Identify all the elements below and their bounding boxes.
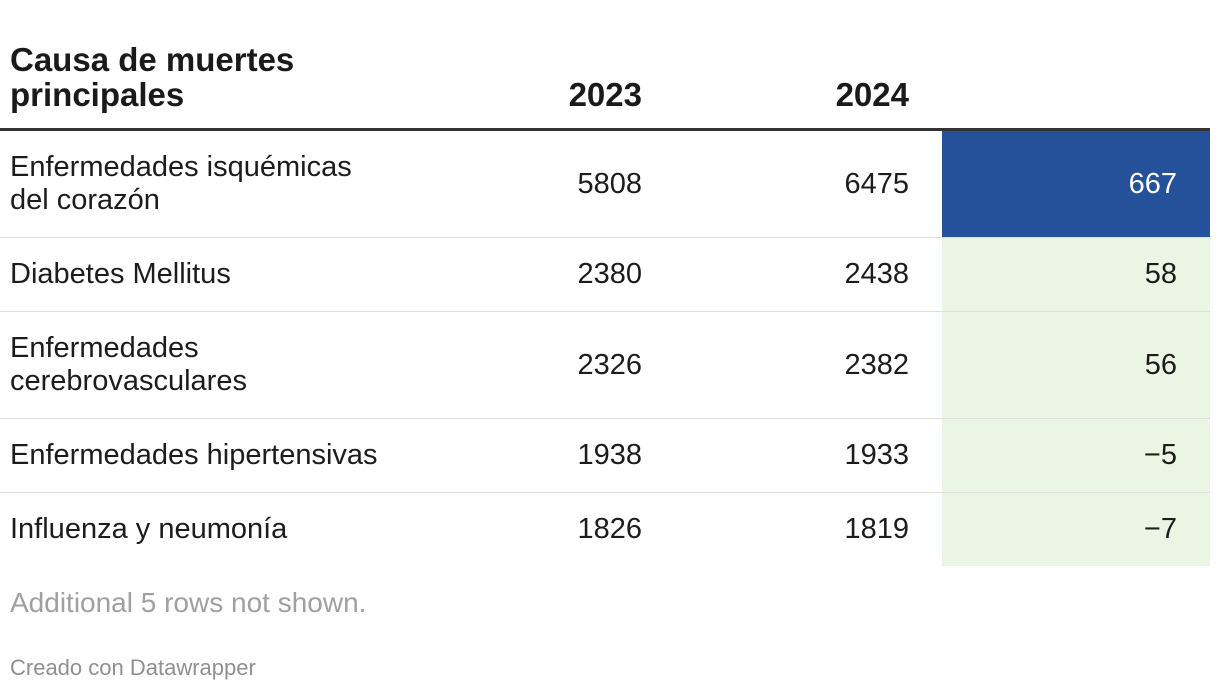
value-difference: 667: [942, 129, 1210, 238]
table-header: Causa de muertes principales 2023 2024: [0, 0, 1210, 131]
value-2024: 2382: [675, 311, 942, 419]
data-table: Causa de muertes principales 2023 2024 E…: [0, 0, 1210, 566]
value-2023: 2380: [420, 237, 675, 312]
cause-label: Enfermedades hipertensivas: [0, 418, 420, 493]
table-row: Enfermedades hipertensivas 1938 1933 −5: [0, 418, 1210, 493]
col-header-difference: [942, 0, 1210, 131]
rows-not-shown-note: Additional 5 rows not shown.: [10, 587, 367, 618]
cause-label: Influenza y neumonía: [10, 513, 288, 545]
col-header-2023: 2023: [420, 0, 675, 131]
value-difference: −5: [942, 418, 1210, 493]
table-title: Causa de muertes principales: [0, 0, 420, 131]
table-row: Enfermedades isquémicas del corazón 5808…: [0, 129, 1210, 238]
table-row: Enfermedades cerebrovasculares 2326 2382…: [0, 311, 1210, 419]
table-row: Influenza y neumonía 1826 1819 −7: [0, 492, 1210, 566]
datawrapper-attribution: Creado con Datawrapper: [10, 655, 256, 680]
value-2024: 1819: [844, 513, 909, 545]
col-header-2024: 2024: [675, 0, 942, 131]
value-2024: 1933: [675, 418, 942, 493]
value-difference: −7: [942, 492, 1210, 566]
value-difference: 58: [942, 237, 1210, 312]
value-2023: 5808: [420, 129, 675, 238]
table-chart: Causa de muertes principales 2023 2024 E…: [0, 0, 1210, 680]
value-2023: 1826: [577, 513, 642, 545]
cause-label: Enfermedades isquémicas del corazón: [0, 129, 420, 238]
cause-label: Diabetes Mellitus: [0, 237, 420, 312]
value-difference: 56: [942, 311, 1210, 419]
cause-label: Enfermedades cerebrovasculares: [0, 311, 420, 419]
value-2023: 1938: [420, 418, 675, 493]
table-row: Diabetes Mellitus 2380 2438 58: [0, 237, 1210, 312]
value-2023: 2326: [420, 311, 675, 419]
value-2024: 6475: [675, 129, 942, 238]
table-body: Enfermedades isquémicas del corazón 5808…: [0, 129, 1210, 566]
header-row: Causa de muertes principales 2023 2024: [0, 0, 1210, 131]
value-2024: 2438: [675, 237, 942, 312]
